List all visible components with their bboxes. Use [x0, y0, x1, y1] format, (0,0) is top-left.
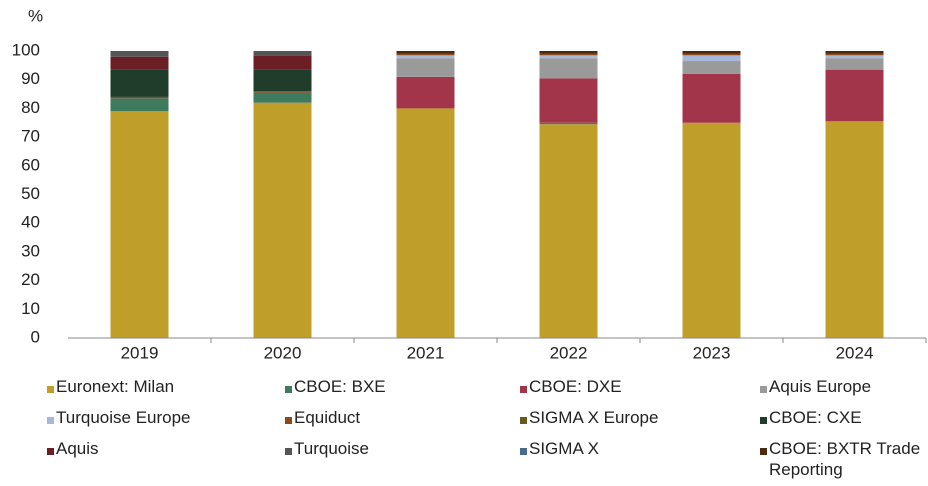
- chart: % 0 10 20 30 40 50 60 70 80 90 100 2019 2020 2021 2022…: [12, 6, 927, 362]
- legend-swatch: [47, 448, 54, 455]
- legend: Euronext: Milan CBOE: BXE CBOE: DXE Aquis E…: [0, 372, 928, 486]
- x-tick-label: 2019: [121, 343, 159, 362]
- bar-segment: [253, 92, 312, 103]
- bar-segment: [396, 55, 455, 59]
- legend-swatch: [520, 417, 527, 424]
- legend-item: Aquis: [47, 438, 99, 459]
- y-tick-label: 20: [21, 270, 40, 289]
- bar-segment: [825, 58, 884, 70]
- bar-segment: [253, 69, 312, 92]
- y-tick-label: 80: [21, 98, 40, 117]
- bar-segment: [682, 55, 741, 62]
- y-tick-label: 60: [21, 155, 40, 174]
- y-tick-label: 40: [21, 213, 40, 232]
- legend-item: CBOE: BXTR Trade Reporting: [760, 438, 925, 480]
- bar-segment: [110, 56, 169, 70]
- y-tick-label: 90: [21, 69, 40, 88]
- bar-segment: [110, 111, 169, 339]
- legend-item: CBOE: DXE: [520, 376, 622, 397]
- y-tick-label: 100: [12, 40, 40, 59]
- legend-item: SIGMA X: [520, 438, 599, 459]
- y-tick-label: 70: [21, 127, 40, 146]
- legend-item: Aquis Europe: [760, 376, 925, 397]
- legend-label: Aquis Europe: [769, 377, 872, 396]
- legend-swatch: [285, 386, 292, 393]
- legend-label: Equiduct: [294, 408, 361, 427]
- legend-item: Turquoise: [285, 438, 369, 459]
- bar-segment: [110, 96, 169, 99]
- bar-segment: [110, 98, 169, 112]
- bar-segment: [110, 51, 169, 57]
- legend-swatch: [285, 417, 292, 424]
- legend-swatch: [760, 386, 767, 393]
- bar-segment: [682, 73, 741, 123]
- bar-segment: [396, 108, 455, 339]
- legend-item: Euronext: Milan: [47, 376, 174, 397]
- bar-segment: [825, 121, 884, 338]
- legend-swatch: [520, 448, 527, 455]
- legend-item: SIGMA X Europe: [520, 407, 658, 428]
- bar-segment: [253, 91, 312, 93]
- x-tick-label: 2020: [264, 343, 302, 362]
- legend-label: Turquoise Europe: [56, 408, 191, 427]
- bar-segment: [825, 51, 884, 54]
- y-tick-label: 30: [21, 241, 40, 260]
- bar-segment: [539, 122, 598, 125]
- bar-segment: [539, 124, 598, 338]
- legend-item: CBOE: BXE: [285, 376, 386, 397]
- bar-segment: [539, 51, 598, 54]
- bar-segment: [682, 53, 741, 56]
- bar-segment: [539, 58, 598, 79]
- x-tick-label: 2022: [550, 343, 588, 362]
- legend-item: CBOE: CXE: [760, 407, 925, 428]
- bar-segment: [825, 69, 884, 122]
- bar-segment: [682, 122, 741, 338]
- legend-swatch: [520, 386, 527, 393]
- legend-label: CBOE: BXTR Trade Reporting: [769, 439, 921, 479]
- bar-segment: [396, 53, 455, 56]
- bar-segment: [253, 55, 312, 70]
- bar-segment: [539, 53, 598, 56]
- y-tick-label: 50: [21, 184, 40, 203]
- y-tick-label: 10: [21, 299, 40, 318]
- legend-label: SIGMA X Europe: [529, 408, 659, 427]
- legend-item: Turquoise Europe: [47, 407, 191, 428]
- bar-segment: [539, 78, 598, 123]
- bar-segment: [396, 51, 455, 54]
- bar-segment: [825, 53, 884, 56]
- bar-segment: [396, 76, 455, 109]
- legend-swatch: [47, 417, 54, 424]
- legend-label: CBOE: CXE: [769, 408, 862, 427]
- y-tick-label: 0: [31, 327, 40, 346]
- x-tick-label: 2021: [407, 343, 445, 362]
- bar-segment: [396, 58, 455, 77]
- bar-segment: [253, 51, 312, 56]
- legend-swatch: [760, 448, 767, 455]
- bar-segment: [110, 69, 169, 97]
- bar-segment: [253, 102, 312, 338]
- legend-item: Equiduct: [285, 407, 360, 428]
- legend-label: Aquis: [56, 439, 99, 458]
- x-tick-label: 2023: [693, 343, 731, 362]
- legend-label: Turquoise: [294, 439, 369, 458]
- legend-label: CBOE: DXE: [529, 377, 622, 396]
- legend-swatch: [760, 417, 767, 424]
- y-axis-label: %: [28, 6, 43, 25]
- x-tick-label: 2024: [836, 343, 874, 362]
- bar-segment: [682, 61, 741, 74]
- bar-segment: [539, 55, 598, 59]
- legend-label: SIGMA X: [529, 439, 599, 458]
- bar-segment: [825, 55, 884, 59]
- legend-label: Euronext: Milan: [56, 377, 175, 396]
- legend-label: CBOE: BXE: [294, 377, 386, 396]
- legend-swatch: [47, 386, 54, 393]
- bar-segment: [682, 51, 741, 54]
- legend-swatch: [285, 448, 292, 455]
